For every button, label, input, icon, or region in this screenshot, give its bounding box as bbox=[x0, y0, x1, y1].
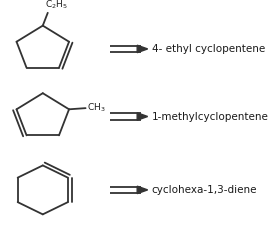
Text: 4- ethyl cyclopentene: 4- ethyl cyclopentene bbox=[152, 44, 265, 54]
Text: CH$_3$: CH$_3$ bbox=[87, 102, 106, 114]
Text: cyclohexa-1,3-diene: cyclohexa-1,3-diene bbox=[152, 185, 257, 195]
Polygon shape bbox=[137, 186, 148, 194]
Text: C$_2$H$_5$: C$_2$H$_5$ bbox=[45, 0, 68, 11]
Polygon shape bbox=[137, 45, 148, 53]
Polygon shape bbox=[137, 113, 148, 120]
Text: 1-methylcyclopentene: 1-methylcyclopentene bbox=[152, 112, 269, 121]
